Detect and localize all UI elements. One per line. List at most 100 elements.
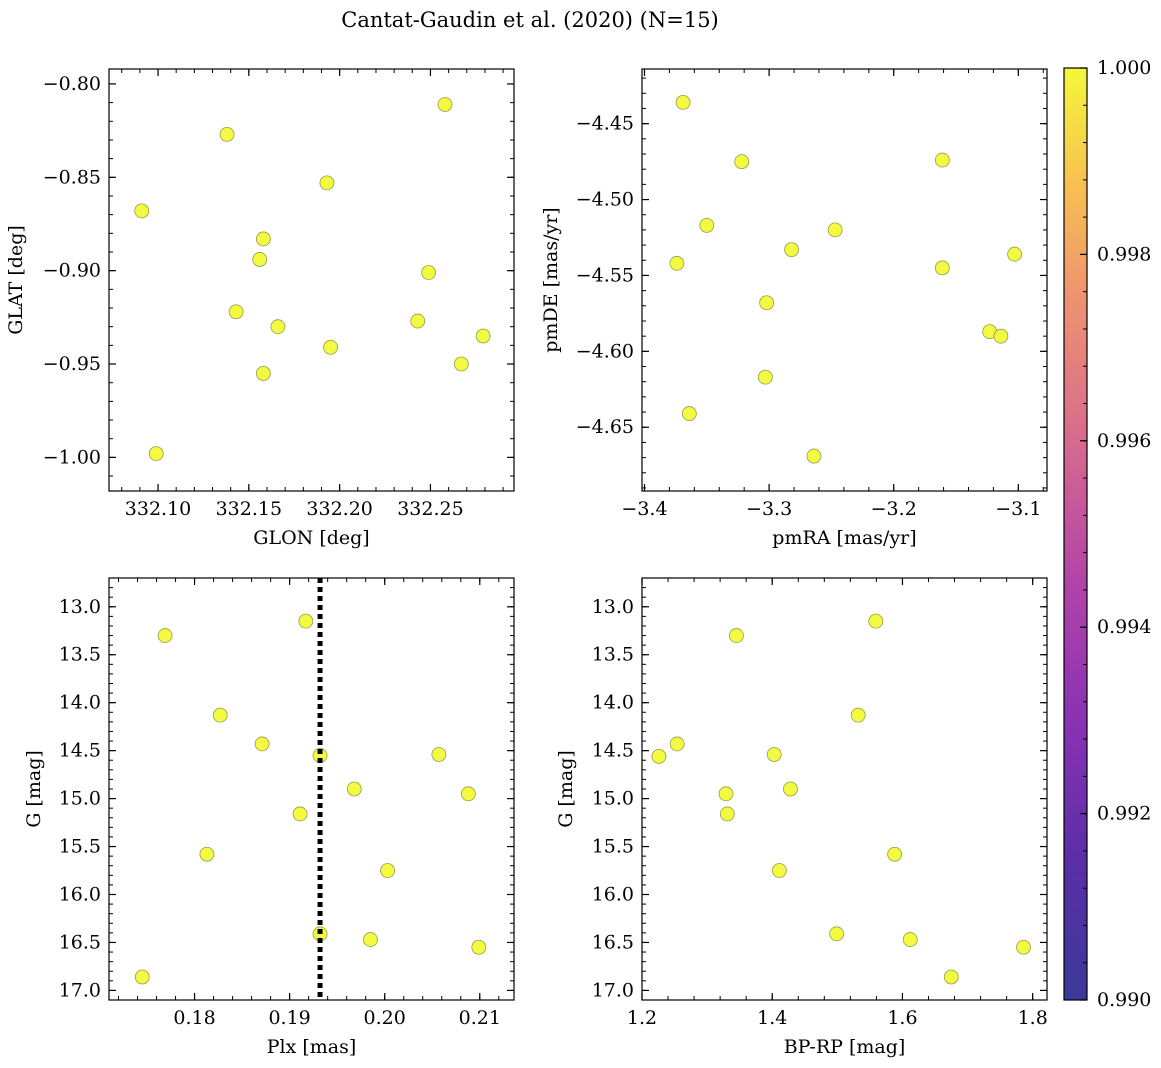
data-point [1016, 939, 1031, 955]
data-point [1007, 246, 1022, 262]
data-point [759, 295, 775, 311]
panel-glon-glat: 332.10 332.15 332.20 332.25 −1.00 −0.95 −0.90 −… [5, 68, 515, 549]
y-axis-label: pmDE [mas/yr] [540, 207, 562, 352]
data-point [943, 969, 959, 985]
x-tick-label: −3.2 [871, 498, 917, 520]
data-point [410, 313, 426, 329]
x-tick-label: 1.6 [887, 1007, 917, 1029]
data-point [212, 707, 228, 723]
data-point [319, 175, 335, 191]
y-tick-label: −4.65 [576, 416, 634, 438]
x-tick-label: 1.2 [627, 1007, 657, 1029]
x-tick-label: 0.21 [459, 1007, 501, 1029]
data-point [453, 356, 469, 372]
y-tick-label: 17.0 [59, 979, 101, 1001]
data-point [729, 628, 744, 643]
x-tick-label: 1.4 [757, 1007, 787, 1029]
data-point [254, 736, 270, 752]
data-point [471, 939, 487, 955]
y-tick-label: 15.5 [592, 836, 634, 858]
x-tick-label: 0.18 [173, 1007, 215, 1029]
y-tick-label: −4.55 [576, 264, 634, 286]
data-point [460, 786, 476, 802]
data-point [346, 781, 362, 797]
y-tick-label: 13.0 [592, 596, 634, 618]
data-point [292, 806, 308, 822]
data-point [255, 231, 271, 247]
y-axis-label: G [mag] [23, 750, 45, 828]
data-point [134, 969, 150, 985]
y-tick-label: −1.00 [43, 446, 101, 468]
data-point [270, 319, 286, 335]
data-point [719, 806, 735, 822]
data-point [228, 304, 244, 320]
y-tick-label: 15.0 [592, 788, 634, 810]
y-axis-label: G [mag] [555, 750, 577, 828]
y-tick-label: 13.5 [59, 644, 101, 666]
data-point [323, 339, 338, 355]
data-point [134, 203, 150, 219]
y-tick-label: 16.0 [59, 884, 101, 906]
y-tick-label: 14.5 [592, 740, 634, 762]
y-tick-label: 13.5 [592, 644, 634, 666]
x-axis-label: pmRA [mas/yr] [772, 527, 916, 549]
data-point [681, 406, 697, 421]
data-point [255, 365, 271, 381]
data-point [669, 255, 685, 271]
y-tick-label: 17.0 [592, 979, 634, 1001]
data-point [766, 747, 782, 762]
y-tick-label: 15.0 [59, 788, 101, 810]
data-point [829, 926, 845, 942]
data-point [421, 265, 437, 280]
y-tick-label: 16.0 [592, 884, 634, 906]
y-tick-label: −4.45 [576, 113, 634, 135]
plot-frame [641, 68, 1048, 492]
plot-frame [641, 577, 1048, 1001]
data-point [850, 707, 866, 723]
data-point [784, 242, 799, 258]
x-tick-label: 332.15 [216, 498, 282, 520]
data-point [675, 94, 691, 110]
figure-title: Cantat-Gaudin et al. (2020) (N=15) [341, 8, 719, 32]
data-point [380, 863, 395, 878]
data-point [199, 846, 215, 862]
data-point [431, 747, 447, 762]
y-tick-label: 15.5 [59, 836, 101, 858]
y-axis-label: GLAT [deg] [5, 225, 27, 335]
data-point [718, 786, 734, 802]
y-tick-label: −0.95 [43, 353, 101, 375]
x-axis-label: Plx [mas] [267, 1036, 357, 1058]
data-point [806, 448, 822, 464]
y-tick-label: −4.50 [576, 189, 634, 211]
x-tick-label: 0.20 [364, 1007, 406, 1029]
y-tick-label: 14.0 [592, 692, 634, 714]
x-tick-label: 332.20 [306, 498, 372, 520]
data-point [771, 863, 787, 878]
data-point [148, 446, 164, 462]
x-tick-label: 332.10 [125, 498, 191, 520]
plot-frame [108, 577, 515, 1001]
data-point [734, 154, 750, 169]
x-tick-label: −3.4 [621, 498, 667, 520]
colorbar-tick-label: 0.992 [1097, 803, 1151, 825]
data-point [783, 781, 798, 797]
colorbar-tick-label: 0.998 [1097, 243, 1151, 265]
data-point [651, 748, 667, 764]
data-point [219, 126, 235, 142]
data-point [699, 217, 715, 233]
x-tick-label: 0.19 [268, 1007, 310, 1029]
data-point [993, 328, 1009, 344]
colorbar-tick-label: 0.994 [1097, 616, 1151, 638]
data-point [934, 152, 950, 168]
x-tick-label: −3.3 [746, 498, 792, 520]
data-point [757, 369, 773, 385]
data-point [934, 260, 950, 276]
data-point [868, 613, 884, 629]
y-tick-label: 14.0 [59, 692, 101, 714]
x-axis-label: BP-RP [mag] [784, 1036, 906, 1058]
panel-plx-g: 0.18 0.19 0.20 0.21 13.0 13.5 14.0 14.5 15.0 15.5… [23, 577, 515, 1058]
x-tick-label: 332.25 [397, 498, 463, 520]
data-point [437, 97, 453, 112]
data-point [252, 252, 268, 267]
